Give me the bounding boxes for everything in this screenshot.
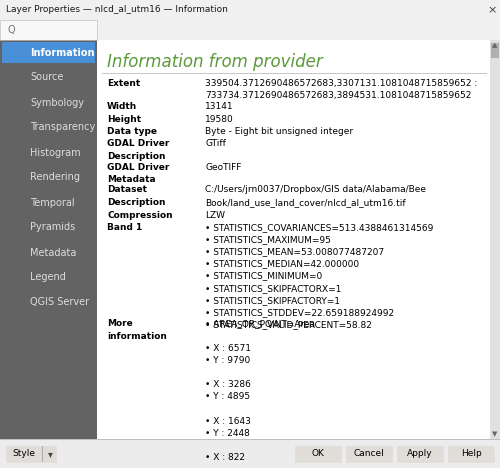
Text: Apply: Apply [407, 449, 433, 459]
Bar [42, 446, 43, 462]
Text: ×: × [488, 5, 496, 15]
Text: ▾: ▾ [48, 449, 52, 459]
Bar [0, 40, 97, 439]
Text: Pyramids: Pyramids [30, 222, 75, 233]
Bar [491, 43, 499, 58]
Text: Dataset: Dataset [107, 185, 147, 195]
Bar [448, 446, 494, 462]
Bar [2, 42, 95, 63]
Text: Book/land_use_land_cover/nlcd_al_utm16.tif: Book/land_use_land_cover/nlcd_al_utm16.t… [205, 198, 406, 207]
Text: C:/Users/jrn0037/Dropbox/GIS data/Alabama/Bee: C:/Users/jrn0037/Dropbox/GIS data/Alabam… [205, 185, 426, 195]
Text: Width: Width [107, 102, 137, 111]
Text: Help: Help [460, 449, 481, 459]
Bar [397, 446, 443, 462]
Text: 19580: 19580 [205, 115, 234, 124]
Text: Rendering: Rendering [30, 173, 80, 183]
Text: GeoTIFF: GeoTIFF [205, 162, 242, 171]
Text: Legend: Legend [30, 272, 66, 283]
Text: Symbology: Symbology [30, 97, 84, 108]
Text: Temporal: Temporal [30, 197, 74, 207]
Text: LZW: LZW [205, 211, 225, 219]
Text: 339504.3712690486572683,3307131.1081048715859652 :
733734.3712690486572683,38945: 339504.3712690486572683,3307131.10810487… [205, 79, 477, 100]
Text: Description: Description [107, 198, 166, 207]
Bar [490, 40, 500, 439]
Text: Source: Source [30, 73, 64, 82]
Bar [0, 20, 97, 40]
Text: Byte - Eight bit unsigned integer: Byte - Eight bit unsigned integer [205, 127, 353, 136]
Text: • STATISTICS_COVARIANCES=513.4388461314569
• STATISTICS_MAXIMUM=95
• STATISTICS_: • STATISTICS_COVARIANCES=513.43884613145… [205, 223, 434, 329]
Bar [0, 0, 500, 20]
Bar [97, 20, 500, 40]
Text: Information: Information [30, 47, 94, 58]
Text: Metadata: Metadata [30, 248, 76, 257]
Text: ▲: ▲ [492, 42, 498, 48]
Bar [0, 440, 500, 468]
Text: Layer Properties — nlcd_al_utm16 — Information: Layer Properties — nlcd_al_utm16 — Infor… [6, 6, 228, 15]
Text: Data type: Data type [107, 127, 157, 136]
Text: Information from provider: Information from provider [107, 53, 323, 71]
Bar [346, 446, 392, 462]
Text: Transparency: Transparency [30, 123, 95, 132]
Text: Style: Style [12, 449, 36, 459]
Bar [0, 20, 97, 40]
Text: • AREA_OR_POINT=Area

• X : 6571
• Y : 9790

• X : 3286
• Y : 4895

• X : 1643
•: • AREA_OR_POINT=Area • X : 6571 • Y : 97… [205, 320, 315, 462]
Text: GDAL Driver
Metadata: GDAL Driver Metadata [107, 162, 170, 183]
Text: OK: OK [312, 449, 324, 459]
Text: GDAL Driver
Description: GDAL Driver Description [107, 139, 170, 161]
Text: More
information: More information [107, 320, 167, 341]
Text: 13141: 13141 [205, 102, 234, 111]
Bar [102, 73, 487, 74]
Text: Band 1: Band 1 [107, 223, 142, 232]
Text: QGIS Server: QGIS Server [30, 298, 89, 307]
Text: Height: Height [107, 115, 141, 124]
Text: ▼: ▼ [492, 431, 498, 437]
Bar [295, 446, 341, 462]
Text: Cancel: Cancel [354, 449, 384, 459]
Text: Histogram: Histogram [30, 147, 80, 158]
Bar [0, 439, 500, 440]
Text: Compression: Compression [107, 211, 172, 219]
Bar [6, 446, 56, 462]
Text: Q: Q [8, 25, 16, 35]
Text: Extent: Extent [107, 79, 140, 88]
Text: GTiff: GTiff [205, 139, 226, 148]
Bar [97, 40, 500, 439]
